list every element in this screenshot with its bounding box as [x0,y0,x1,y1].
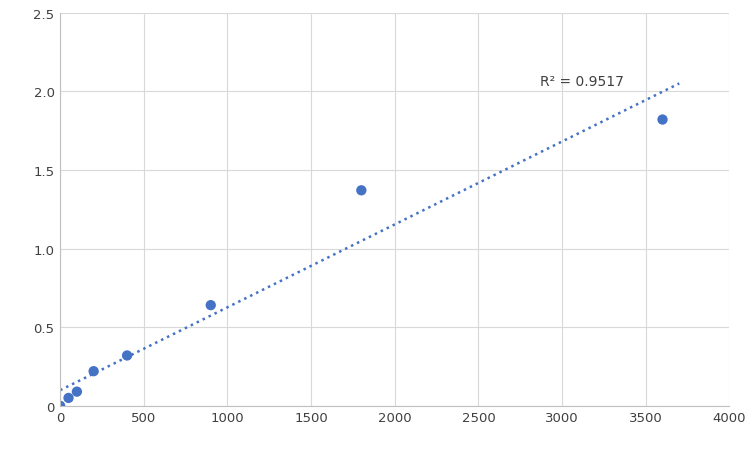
Text: R² = 0.9517: R² = 0.9517 [541,75,624,89]
Point [87,368,99,375]
Point [71,388,83,396]
Point [62,395,74,402]
Point [121,352,133,359]
Point [355,187,367,194]
Point [205,302,217,309]
Point [54,402,66,410]
Point [656,117,669,124]
